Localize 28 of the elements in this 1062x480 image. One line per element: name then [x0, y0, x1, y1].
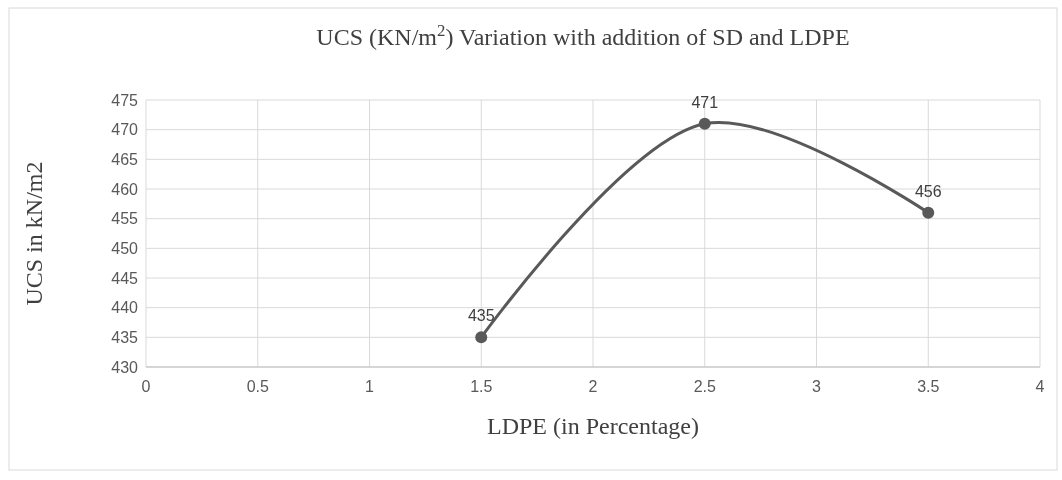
y-tick-label: 470 [111, 121, 139, 139]
x-tick-label: 3.5 [917, 378, 940, 395]
point [475, 331, 488, 344]
point [922, 206, 935, 219]
y-tick-label: 430 [111, 358, 139, 376]
x-tick-label: 1 [365, 378, 375, 395]
data-label: 471 [691, 93, 719, 111]
y-tick-label: 475 [111, 91, 139, 109]
chart-title: UCS (KN/m$^{2}$) Variation with addition of SD and LDPE [316, 20, 850, 50]
x-axis-title: LDPE (in Percentage) [487, 413, 699, 439]
x-tick-label: 2.5 [693, 378, 716, 395]
y-tick-label: 440 [111, 299, 139, 317]
x-tick-label: 0.5 [246, 378, 269, 395]
x-tick-label: 2 [588, 378, 598, 395]
x-tick-label: 0 [141, 378, 151, 395]
y-tick-label: 445 [111, 269, 139, 287]
data-label: 456 [914, 182, 942, 200]
y-tick-label: 465 [111, 150, 139, 168]
data-label: 435 [467, 307, 495, 325]
y-tick-label: 435 [111, 328, 139, 346]
x-tick-label: 4 [1035, 378, 1045, 395]
y-tick-label: 455 [111, 210, 139, 228]
point [698, 117, 711, 130]
y-tick-label: 460 [111, 180, 139, 198]
x-tick-label: 3 [812, 378, 822, 395]
y-tick-label: 450 [111, 239, 139, 257]
y-axis-title: UCS in kN/m2 [21, 161, 47, 306]
x-tick-label: 1.5 [470, 378, 493, 395]
